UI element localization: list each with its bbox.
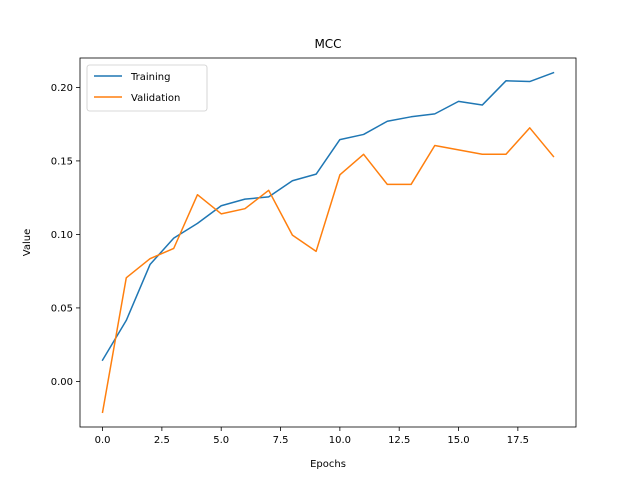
y-tick-label: 0.00 bbox=[51, 377, 73, 388]
plot-frame bbox=[79, 57, 577, 428]
y-tick-label: 0.15 bbox=[51, 156, 73, 167]
x-tick-label: 10.0 bbox=[329, 435, 351, 446]
y-tick-label: 0.05 bbox=[51, 303, 73, 314]
x-tick-label: 17.5 bbox=[507, 435, 529, 446]
y-tick-label: 0.20 bbox=[51, 83, 73, 94]
x-tick-label: 5.0 bbox=[213, 435, 229, 446]
x-axis-label: Epochs bbox=[310, 459, 346, 470]
legend-label-training: Training bbox=[130, 72, 170, 83]
chart-title: MCC bbox=[314, 37, 341, 51]
x-tick-label: 15.0 bbox=[447, 435, 469, 446]
x-tick-label: 7.5 bbox=[273, 435, 289, 446]
y-tick-label: 0.10 bbox=[51, 230, 73, 241]
series-line-validation bbox=[101, 127, 555, 414]
legend: Training Validation bbox=[86, 64, 208, 112]
x-tick-label: 2.5 bbox=[154, 435, 170, 446]
legend-label-validation: Validation bbox=[131, 93, 180, 104]
y-axis-label: Value bbox=[22, 229, 33, 256]
x-tick-label: 12.5 bbox=[388, 435, 410, 446]
plot-area bbox=[101, 71, 555, 414]
series-line-training bbox=[101, 71, 555, 362]
x-tick-label: 0.0 bbox=[95, 435, 111, 446]
